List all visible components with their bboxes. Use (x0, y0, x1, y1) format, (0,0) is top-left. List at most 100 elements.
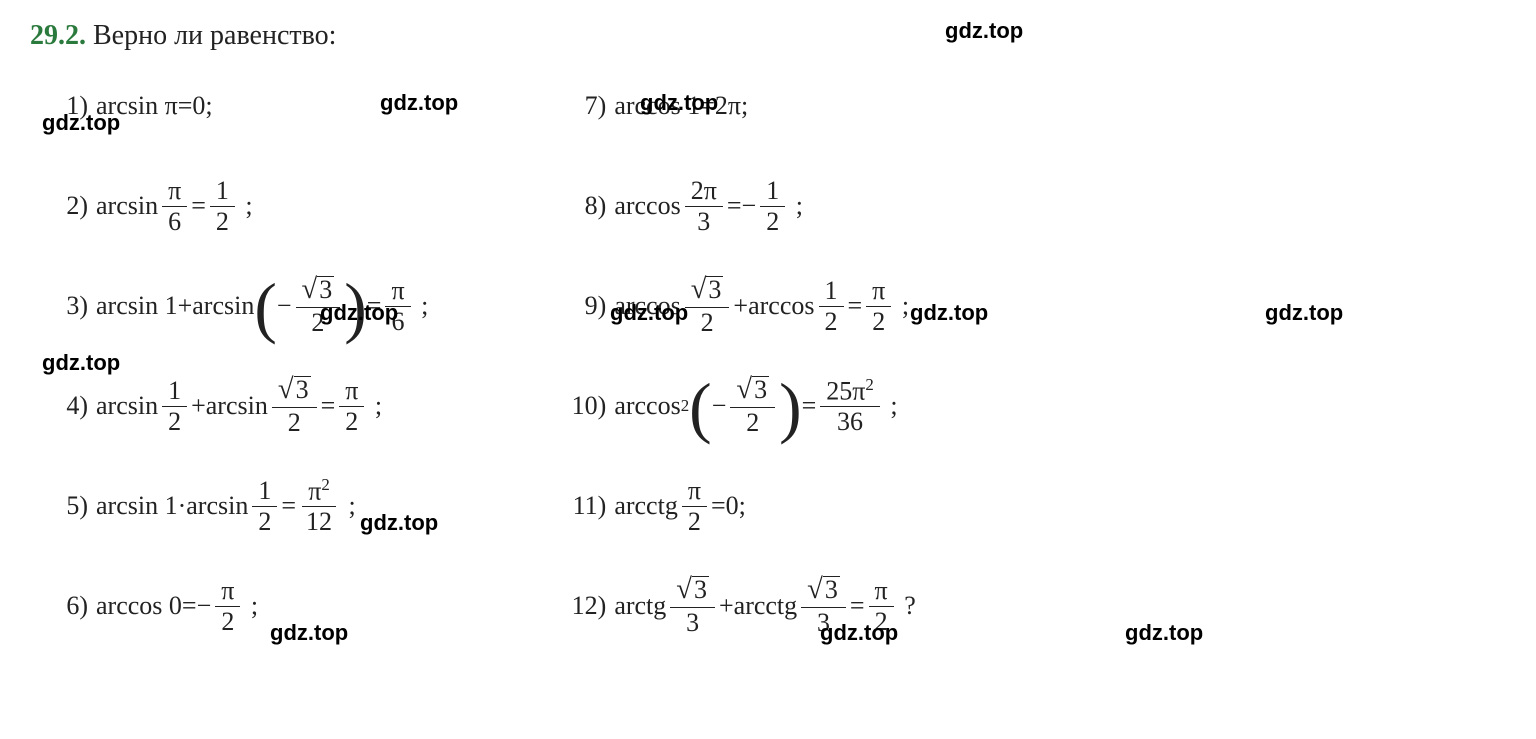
zero: 0 (169, 591, 182, 621)
item-6: 6) arccos 0 = − π2 ; (30, 570, 428, 642)
semi: ; (205, 91, 212, 121)
sqrt: √3 (302, 276, 335, 305)
problem-number: 29.2. (30, 20, 86, 51)
den: 2 (682, 507, 707, 535)
rparen: ) (344, 281, 367, 335)
expr-11: arcctg π2 = 0; (614, 478, 746, 535)
sqrt: √3 (736, 376, 769, 405)
item-9: 9) arccos √32 + arccos 12 = π2 ; (548, 270, 915, 342)
expr-10: arccos2 ( − √32 ) = 25π236 ; (614, 376, 897, 436)
neg: − (277, 291, 292, 321)
den: 2 (740, 408, 765, 436)
pi: π (852, 376, 865, 405)
zero: 0 (726, 491, 739, 521)
num: 1 (210, 178, 235, 207)
neg: − (712, 391, 727, 421)
fn: arcsin (96, 191, 158, 221)
den: 2 (305, 308, 330, 336)
expr-7: arccos 1 = 2π; (614, 91, 748, 121)
item-label: 3) (30, 291, 96, 321)
den: 2 (162, 407, 187, 435)
sqrt: √3 (691, 276, 724, 305)
sqrt-arg: 3 (294, 376, 311, 403)
num: π (682, 478, 707, 507)
fn: arccos (614, 391, 680, 421)
qmark: ? (904, 591, 916, 621)
den: 6 (162, 207, 187, 235)
eq: = (700, 91, 715, 121)
rparen: ) (779, 381, 802, 435)
eq: = (802, 391, 817, 421)
frac: 12 (760, 178, 785, 235)
frac: π2 (215, 578, 240, 635)
fn: arcsin (206, 391, 268, 421)
lparen: ( (254, 281, 277, 335)
eq: = (191, 191, 206, 221)
eq: = (848, 291, 863, 321)
frac: √32 (272, 376, 317, 436)
fn: arcsin (96, 491, 158, 521)
frac: √32 (296, 276, 341, 336)
fn: arcctg (734, 591, 798, 621)
semi: ; (739, 491, 746, 521)
eq: = (367, 291, 382, 321)
expr-1: arcsin π = 0; (96, 91, 213, 121)
columns-container: 1) arcsin π = 0; 2) arcsin π6 = 12 ; 3) … (30, 70, 1506, 642)
n25: 25 (826, 376, 852, 405)
frac: √32 (685, 276, 730, 336)
frac: π2 (866, 278, 891, 335)
problem-prompt: Верно ли равенство: (93, 20, 336, 51)
fn: arccos (614, 191, 680, 221)
num: π (215, 578, 240, 607)
den: 36 (831, 407, 869, 435)
num: π (339, 378, 364, 407)
den: 6 (386, 307, 411, 335)
den: 3 (811, 608, 836, 636)
semi: ; (902, 291, 909, 321)
expr-9: arccos √32 + arccos 12 = π2 ; (614, 276, 909, 336)
item-label: 12) (548, 591, 614, 621)
pi: π (308, 476, 321, 505)
eq: = (850, 591, 865, 621)
den: 2 (760, 207, 785, 235)
den: 2 (252, 507, 277, 535)
item-label: 6) (30, 591, 96, 621)
num: √3 (685, 276, 730, 308)
semi: ; (375, 391, 382, 421)
sqrt-sym: √ (807, 576, 823, 605)
fn: arccos (614, 291, 680, 321)
sqrt: √3 (278, 376, 311, 405)
num: 2π (685, 178, 723, 207)
sqrt-sym: √ (278, 376, 294, 405)
num: √3 (272, 376, 317, 408)
expr-3: arcsin 1 + arcsin ( − √32 ) = π6 ; (96, 276, 428, 336)
semi: ; (245, 191, 252, 221)
num: √3 (296, 276, 341, 308)
expr-8: arccos 2π3 = − 12 ; (614, 178, 803, 235)
num: π (385, 278, 410, 307)
expr-4: arcsin 12 + arcsin √32 = π2 ; (96, 376, 382, 436)
one: 1 (687, 91, 700, 121)
frac: π2 (869, 578, 894, 635)
pi: π (165, 91, 178, 121)
num: 1 (162, 378, 187, 407)
num: π (869, 578, 894, 607)
den: 2 (210, 207, 235, 235)
item-label: 7) (548, 91, 614, 121)
sqrt-arg: 3 (692, 576, 709, 603)
item-label: 10) (548, 391, 614, 421)
item-label: 11) (548, 491, 614, 521)
sq: 2 (681, 396, 689, 416)
fn: arcctg (614, 491, 678, 521)
frac: 12 (210, 178, 235, 235)
sqrt: √3 (676, 576, 709, 605)
fn: arctg (614, 591, 666, 621)
num: √3 (801, 576, 846, 608)
sq: 2 (865, 375, 873, 394)
fn: arcsin (192, 291, 254, 321)
item-8: 8) arccos 2π3 = − 12 ; (548, 170, 915, 242)
fn: arcsin (96, 91, 158, 121)
den: 2 (339, 407, 364, 435)
item-4: 4) arcsin 12 + arcsin √32 = π2 ; (30, 370, 428, 442)
frac: 12 (252, 478, 277, 535)
